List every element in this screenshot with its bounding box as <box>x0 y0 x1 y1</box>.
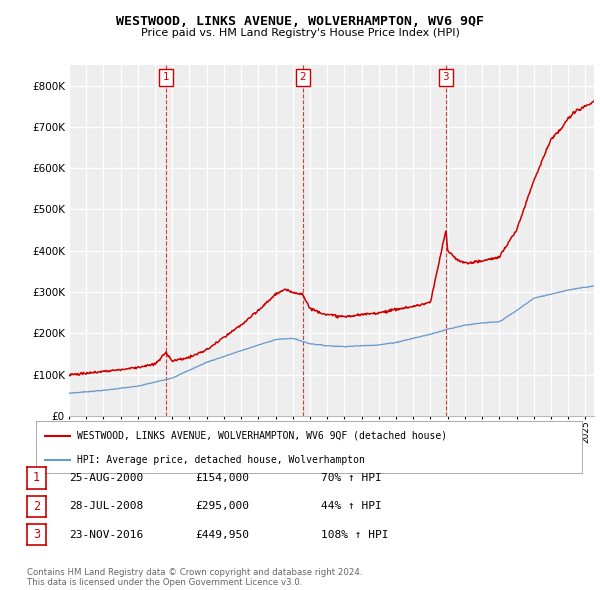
Text: 3: 3 <box>33 528 40 541</box>
Text: 25-AUG-2000: 25-AUG-2000 <box>69 473 143 483</box>
Text: 1: 1 <box>163 73 170 82</box>
Text: £295,000: £295,000 <box>195 502 249 511</box>
Text: HPI: Average price, detached house, Wolverhampton: HPI: Average price, detached house, Wolv… <box>77 455 365 465</box>
Text: 2: 2 <box>33 500 40 513</box>
Text: 44% ↑ HPI: 44% ↑ HPI <box>321 502 382 511</box>
Text: Contains HM Land Registry data © Crown copyright and database right 2024.
This d: Contains HM Land Registry data © Crown c… <box>27 568 362 587</box>
Text: 70% ↑ HPI: 70% ↑ HPI <box>321 473 382 483</box>
Text: £449,950: £449,950 <box>195 530 249 539</box>
Text: Price paid vs. HM Land Registry's House Price Index (HPI): Price paid vs. HM Land Registry's House … <box>140 28 460 38</box>
Text: 28-JUL-2008: 28-JUL-2008 <box>69 502 143 511</box>
Text: WESTWOOD, LINKS AVENUE, WOLVERHAMPTON, WV6 9QF: WESTWOOD, LINKS AVENUE, WOLVERHAMPTON, W… <box>116 15 484 28</box>
Text: WESTWOOD, LINKS AVENUE, WOLVERHAMPTON, WV6 9QF (detached house): WESTWOOD, LINKS AVENUE, WOLVERHAMPTON, W… <box>77 431 447 441</box>
Text: 2: 2 <box>299 73 306 82</box>
Text: £154,000: £154,000 <box>195 473 249 483</box>
Text: 23-NOV-2016: 23-NOV-2016 <box>69 530 143 539</box>
Text: 108% ↑ HPI: 108% ↑ HPI <box>321 530 389 539</box>
Text: 3: 3 <box>443 73 449 82</box>
Text: 1: 1 <box>33 471 40 484</box>
